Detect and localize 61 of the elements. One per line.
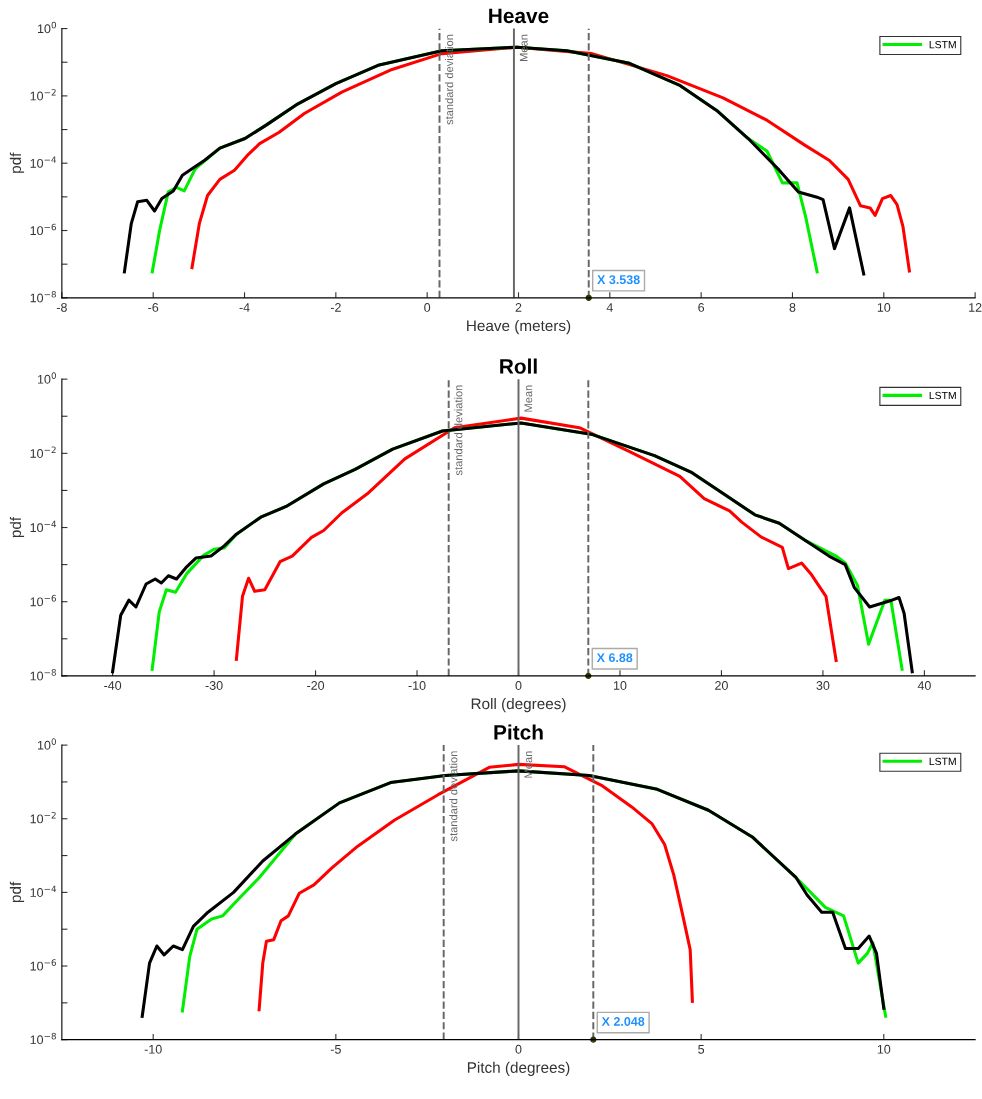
y-axis-title: pdf — [9, 516, 25, 538]
chart-title: Roll — [500, 358, 537, 374]
legend-label: LSTM — [929, 757, 956, 766]
ref-line-label: Mean — [524, 385, 533, 412]
ref-line-label: Mean — [519, 34, 528, 62]
x-tick-label: 30 — [816, 681, 830, 690]
x-tick-label: -2 — [330, 303, 341, 312]
annotation: X 2.048 — [601, 1017, 645, 1026]
chart-title: Heave — [489, 8, 549, 24]
y-tick-label: 10$^{−4}$ — [30, 156, 57, 168]
y-tick-label: 10$^{−2}$ — [30, 446, 56, 458]
chart-title: Pitch — [494, 724, 543, 740]
x-axis-title: Roll (degrees) — [471, 697, 566, 713]
ref-line-label: standard deviation — [445, 34, 454, 125]
y-tick-label: 10$^{−6}$ — [30, 959, 56, 971]
x-tick-label: 6 — [698, 303, 705, 312]
y-axis-title: pdf — [9, 152, 25, 173]
ref-line-label: standard deviation — [454, 385, 463, 476]
x-tick-label: 8 — [789, 303, 796, 312]
x-tick-label: -6 — [148, 303, 159, 312]
x-tick-label: 40 — [917, 681, 931, 690]
x-tick-label: 4 — [606, 303, 613, 312]
y-tick-label: 10$^{−8}$ — [30, 669, 56, 681]
x-tick-label: -8 — [56, 303, 67, 312]
x-tick-label: 10 — [877, 303, 891, 312]
legend-label: LSTM — [929, 391, 956, 400]
y-tick-label: 10$^{−8}$ — [30, 1032, 56, 1045]
ref-line-label: Mean — [524, 751, 533, 778]
y-tick-label: 10$^{−6}$ — [30, 223, 56, 236]
x-tick-label: 5 — [698, 1044, 705, 1054]
y-axis-title: pdf — [9, 881, 25, 903]
x-tick-label: -10 — [408, 681, 426, 690]
x-tick-label: 0 — [424, 303, 431, 312]
x-tick-label: 12 — [969, 303, 982, 312]
x-tick-label: -10 — [144, 1044, 162, 1054]
x-tick-label: 0 — [515, 681, 522, 690]
y-tick-label: 10$^{−8}$ — [30, 290, 56, 303]
y-tick-label: 10$^{0}$ — [37, 738, 57, 750]
x-tick-label: -30 — [205, 681, 223, 690]
x-tick-label: -20 — [307, 681, 325, 690]
y-tick-label: 10$^{−4}$ — [30, 520, 57, 533]
annotation: X 6.88 — [596, 653, 633, 663]
y-tick-label: 10$^{−6}$ — [30, 594, 56, 607]
x-tick-label: -5 — [330, 1044, 341, 1054]
y-tick-label: 10$^{0}$ — [37, 372, 57, 384]
y-tick-label: 10$^{0}$ — [37, 21, 57, 34]
x-tick-label: 20 — [715, 681, 728, 690]
x-axis-title: Heave (meters) — [467, 319, 571, 335]
y-tick-label: 10$^{−4}$ — [30, 885, 57, 897]
x-tick-label: -40 — [104, 681, 122, 690]
x-tick-label: -4 — [239, 303, 250, 312]
x-tick-label: 10 — [877, 1044, 891, 1054]
legend-label: LSTM — [929, 40, 956, 49]
ref-line-label: standard deviation — [449, 751, 458, 842]
x-tick-label: 2 — [515, 303, 522, 312]
x-axis-title: Pitch (degrees) — [467, 1061, 570, 1076]
annotation: X 3.538 — [597, 275, 640, 285]
x-tick-label: 10 — [613, 681, 627, 690]
y-tick-label: 10$^{−2}$ — [30, 811, 56, 824]
y-tick-label: 10$^{−2}$ — [30, 89, 56, 101]
x-tick-label: 0 — [515, 1044, 522, 1054]
